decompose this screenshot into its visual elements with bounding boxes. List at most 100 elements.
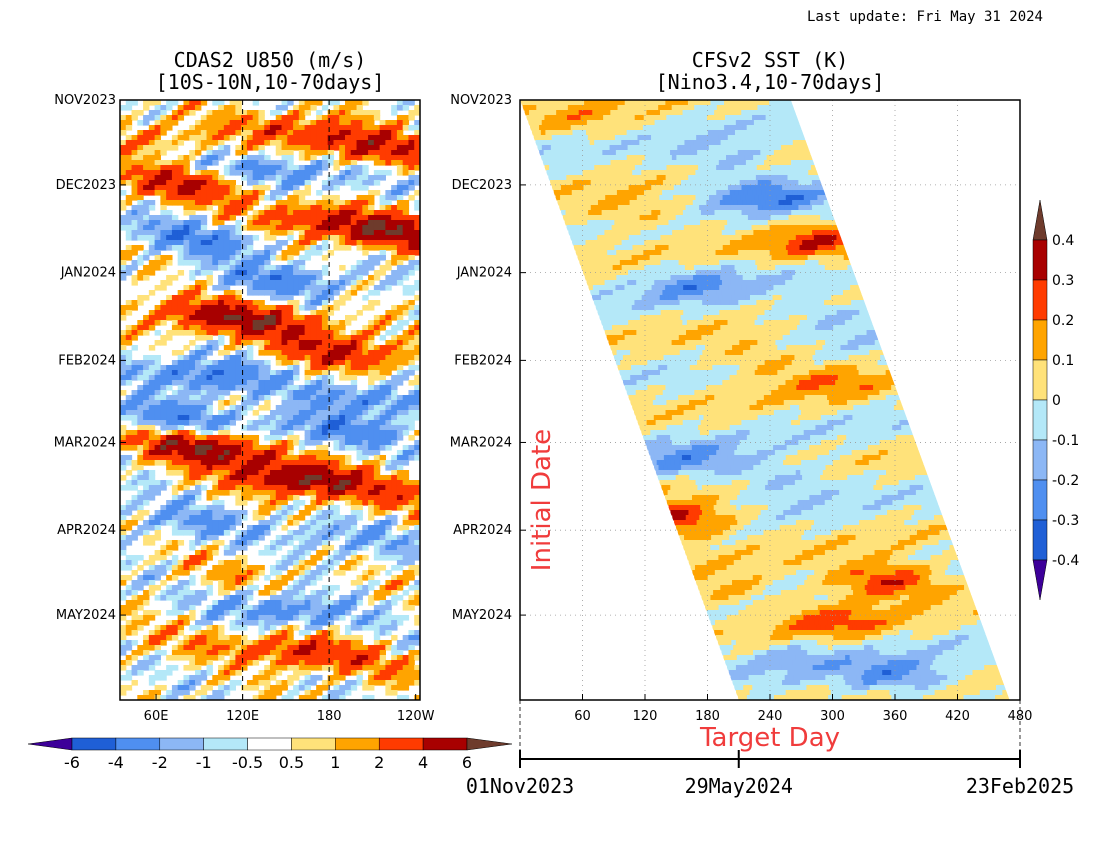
u850-cell xyxy=(246,435,254,441)
u850-cell xyxy=(218,575,225,581)
u850-cell xyxy=(189,510,196,516)
u850-cell xyxy=(206,365,213,371)
u850-cell xyxy=(287,430,294,436)
u850-cell xyxy=(148,290,156,296)
u850-cell xyxy=(345,430,352,436)
u850-cell xyxy=(171,575,179,581)
u850-cell xyxy=(373,210,381,216)
u850-cell xyxy=(189,100,196,106)
u850-cell xyxy=(275,610,283,616)
u850-cell xyxy=(143,470,150,476)
u850-cell xyxy=(316,230,323,236)
u850-cell xyxy=(391,580,398,586)
u850-cell xyxy=(212,470,219,476)
u850-cell xyxy=(120,315,127,321)
u850-cell xyxy=(304,660,311,666)
u850-cell xyxy=(310,615,317,621)
u850-cell xyxy=(235,380,242,386)
u850-cell xyxy=(304,410,311,416)
u850-cell xyxy=(396,365,404,371)
u850-cell xyxy=(310,210,317,216)
u850-cell xyxy=(252,235,260,241)
u850-cell xyxy=(137,275,144,281)
u850-cell xyxy=(368,215,375,221)
u850-cell xyxy=(195,240,202,246)
u850-cell xyxy=(246,275,254,281)
u850-cell xyxy=(321,315,329,321)
u850-cell xyxy=(356,220,363,226)
u850-cell xyxy=(246,355,254,361)
u850-cell xyxy=(356,240,363,246)
u850-cell xyxy=(356,140,363,146)
u850-cell xyxy=(356,490,363,496)
u850-cell xyxy=(212,375,219,381)
u850-cell xyxy=(356,270,363,276)
u850-cell xyxy=(402,115,410,121)
u850-cell xyxy=(373,520,381,526)
u850-cell xyxy=(333,345,340,351)
u850-cell xyxy=(270,285,277,291)
u850-cell xyxy=(327,480,335,486)
u850-cell xyxy=(229,105,236,111)
u850-cell xyxy=(212,690,219,696)
u850-cell xyxy=(177,460,185,466)
u850-cell xyxy=(200,415,208,421)
u850-cell xyxy=(200,540,208,546)
u850-cell xyxy=(229,250,236,256)
u850-cell xyxy=(414,375,420,381)
u850-cell xyxy=(356,265,363,271)
u850-cell xyxy=(373,615,381,621)
u850-cell xyxy=(345,605,352,611)
u850-cell xyxy=(356,640,363,646)
u850-cell xyxy=(391,575,398,581)
u850-cell xyxy=(252,530,260,536)
u850-cell xyxy=(241,620,248,626)
u850-cell xyxy=(258,625,265,631)
u850-cell xyxy=(143,500,150,506)
u850-cell xyxy=(218,560,225,566)
u850-cell xyxy=(321,305,329,311)
u850-cell xyxy=(310,285,317,291)
u850-cell xyxy=(385,585,392,591)
u850-cell xyxy=(160,630,167,636)
u850-cell xyxy=(212,240,219,246)
u850-cell xyxy=(385,500,392,506)
u850-cell xyxy=(339,405,346,411)
sst-cell xyxy=(642,100,649,106)
u850-cell xyxy=(298,345,306,351)
u850-cell xyxy=(270,170,277,176)
u850-cell xyxy=(183,580,190,586)
u850-cell xyxy=(264,305,271,311)
u850-cell xyxy=(321,255,329,261)
u850-cell xyxy=(160,165,167,171)
u850-cell xyxy=(356,665,363,671)
u850-cell xyxy=(408,340,415,346)
u850-cell xyxy=(195,185,202,191)
u850-cell xyxy=(206,405,213,411)
u850-cell xyxy=(212,605,219,611)
u850-cell xyxy=(200,400,208,406)
u850-cell xyxy=(304,120,311,126)
u850-cell xyxy=(200,530,208,536)
u850-cell xyxy=(270,580,277,586)
u850-cell xyxy=(246,330,254,336)
u850-cell xyxy=(402,560,410,566)
u850-cell xyxy=(339,570,346,576)
u850-cell xyxy=(275,570,283,576)
u850-cell xyxy=(275,160,283,166)
u850-cell xyxy=(379,360,386,366)
u850-cell xyxy=(385,340,392,346)
u850-cell xyxy=(143,695,150,700)
u850-cell xyxy=(218,510,225,516)
u850-cell xyxy=(339,655,346,661)
u850-cell xyxy=(195,350,202,356)
u850-cell xyxy=(350,580,358,586)
u850-cell xyxy=(356,545,363,551)
u850-cell xyxy=(356,595,363,601)
u850-cell xyxy=(212,495,219,501)
u850-cell xyxy=(131,325,138,331)
u850-cell xyxy=(235,190,242,196)
u850-cell xyxy=(333,215,340,221)
u850-cell xyxy=(379,620,386,626)
u850-cell xyxy=(281,450,288,456)
